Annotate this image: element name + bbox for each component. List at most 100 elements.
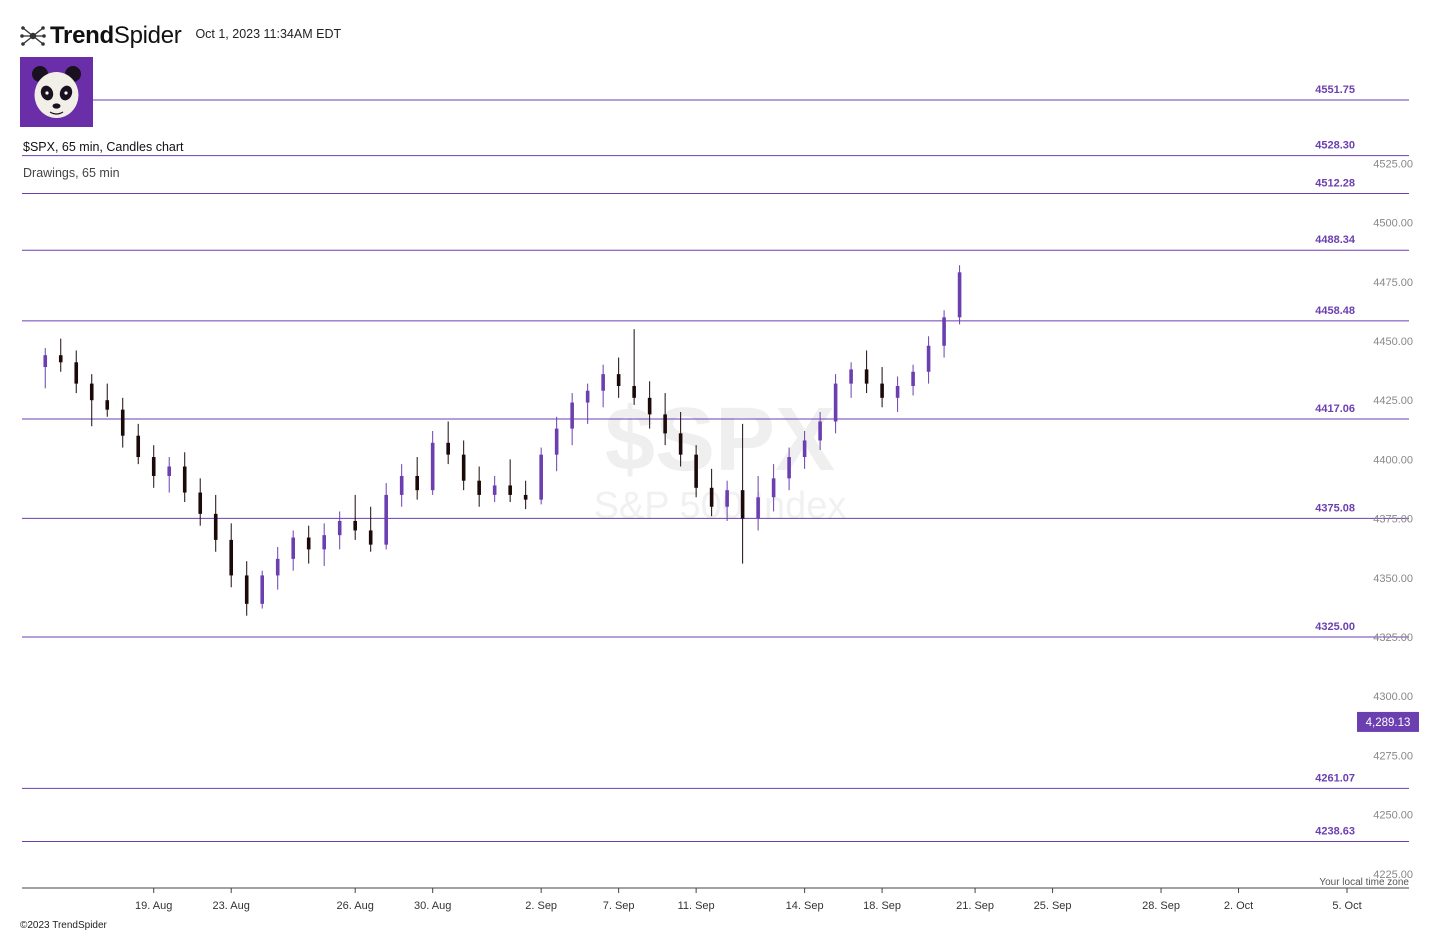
candle (151, 445, 156, 488)
candle-body (864, 369, 869, 384)
candle (213, 494, 218, 552)
candle (554, 416, 559, 472)
level-lines[interactable]: 4551.75 4528.30 4512.28 4488.34 4458.48 4417.… (22, 84, 1409, 843)
candle-body (802, 440, 807, 458)
y-tick-label: 4500.00 (1373, 218, 1413, 230)
candle (895, 376, 900, 413)
candle (880, 367, 884, 408)
candle (43, 348, 48, 389)
candle-body (585, 390, 590, 403)
x-tick-label: 2. Oct (1224, 900, 1253, 912)
candle-body (725, 490, 729, 507)
candle (446, 421, 450, 465)
y-tick-label: 4250.00 (1373, 810, 1413, 822)
candle-body (539, 454, 543, 500)
candle-body (554, 428, 559, 455)
x-tick-label: 7. Sep (603, 900, 635, 912)
candle (244, 561, 249, 616)
level-label: 4325.00 (1315, 621, 1355, 633)
candle-body (709, 487, 714, 507)
candle-body (926, 345, 931, 372)
y-tick-label: 4275.00 (1373, 750, 1413, 762)
x-axis: 19. Aug 23. Aug 26. Aug 30. Aug 2. Sep 7. Sep… (22, 887, 1409, 912)
candle (818, 412, 822, 450)
candle-body (833, 383, 838, 422)
last-price-marker: 4,289.13 (1357, 711, 1419, 732)
candle (58, 338, 63, 372)
candle-body (849, 369, 853, 384)
candle-body (260, 575, 265, 604)
candle-body (678, 433, 683, 455)
y-tick-label: 4450.00 (1373, 336, 1413, 348)
candle-body (151, 457, 156, 476)
drawings-label[interactable]: Drawings, 65 min (23, 166, 120, 180)
candle (911, 364, 915, 396)
candle-body (182, 466, 187, 493)
candle (136, 423, 141, 465)
panda-avatar-icon[interactable] (20, 57, 93, 127)
candle-body (787, 457, 791, 479)
chart-title[interactable]: $SPX, 65 min, Candles chart (23, 140, 184, 154)
candle-body (322, 535, 326, 550)
x-tick-label: 5. Oct (1332, 900, 1361, 912)
candle (492, 475, 497, 503)
y-tick-label: 4350.00 (1373, 573, 1413, 585)
candle-body (306, 537, 311, 550)
candle-body (957, 272, 962, 318)
candle (539, 447, 543, 505)
candle-body (771, 478, 776, 498)
candle-body (570, 402, 574, 429)
candle (198, 478, 203, 526)
candle-body (105, 400, 110, 410)
brand-name[interactable]: TrendSpider (50, 22, 182, 49)
candle (942, 310, 946, 358)
candle-body (942, 317, 946, 346)
candle-body (275, 558, 280, 576)
candle (740, 423, 745, 564)
candle-body (74, 362, 79, 384)
candle-body (353, 520, 357, 531)
watermark-name: S&P 500 Index (594, 485, 847, 527)
candle (694, 445, 698, 498)
candle (461, 440, 466, 491)
candle-body (647, 397, 652, 415)
candle-body (895, 385, 900, 398)
candle (849, 362, 853, 398)
candle (337, 511, 342, 550)
candle-body (291, 537, 296, 559)
candle (616, 357, 621, 398)
candle (508, 459, 512, 503)
candle (291, 530, 296, 571)
x-tick-label: 21. Sep (956, 900, 994, 912)
candles[interactable] (43, 265, 962, 616)
candle-body (384, 494, 388, 545)
candle (585, 383, 590, 424)
level-label: 4512.28 (1315, 178, 1355, 190)
candle-body (477, 480, 481, 495)
candle (926, 336, 931, 384)
trendspider-logo-icon[interactable] (20, 23, 46, 49)
y-tick-label: 4400.00 (1373, 454, 1413, 466)
candle (306, 525, 311, 564)
candle-body (492, 485, 497, 495)
candle-body (89, 383, 94, 401)
level-label: 4261.07 (1315, 772, 1355, 784)
x-tick-label: 25. Sep (1034, 900, 1072, 912)
candle-body (911, 371, 915, 386)
candle-body (632, 385, 636, 398)
candle (89, 374, 94, 427)
x-tick-label: 2. Sep (525, 900, 557, 912)
candle-body (523, 494, 528, 500)
level-label: 4458.48 (1315, 305, 1355, 317)
timezone-note: Your local time zone (1319, 877, 1409, 888)
candle (368, 506, 373, 552)
candle (167, 457, 172, 493)
candle (663, 393, 667, 446)
level-label: 4238.63 (1315, 826, 1355, 838)
level-label: 4551.75 (1315, 84, 1355, 96)
candle-body (601, 374, 605, 391)
y-tick-label: 4425.00 (1373, 395, 1413, 407)
x-tick-label: 19. Aug (135, 900, 172, 912)
x-tick-label: 28. Sep (1142, 900, 1180, 912)
